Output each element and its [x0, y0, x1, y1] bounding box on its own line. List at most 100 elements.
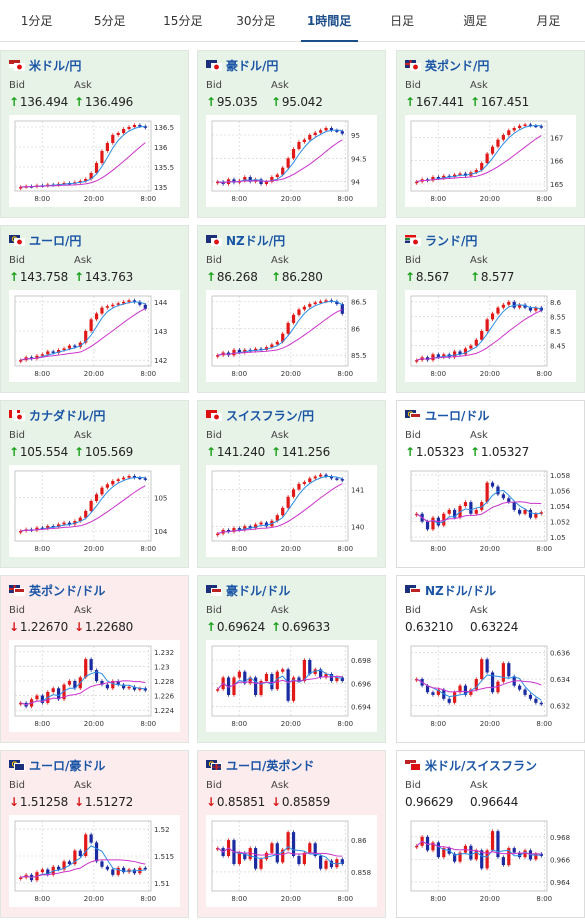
bid-price: ↓0.85851 — [206, 795, 265, 809]
candle-body — [94, 163, 99, 173]
tab-1[interactable]: 5分足 — [93, 14, 126, 28]
tab-5[interactable]: 日足 — [390, 14, 415, 28]
mini-candlestick-chart[interactable]: 95 94.5 94 8:00 20:00 8:00 — [206, 115, 377, 207]
candle-body — [501, 663, 505, 682]
candle-body — [138, 688, 142, 690]
currency-pair-name[interactable]: スイスフラン/円 — [226, 408, 315, 423]
bid-price: ↑167.441 — [405, 95, 464, 109]
candle-body — [259, 681, 263, 695]
card-header: NZドル/ドル — [405, 582, 496, 598]
ask-value: 95.042 — [281, 95, 323, 109]
currency-pair-name[interactable]: 米ドル/スイスフラン — [425, 758, 538, 773]
candle-body — [89, 659, 93, 671]
candle-body — [100, 487, 104, 495]
candle-body — [100, 307, 104, 314]
candle-body — [259, 522, 263, 525]
swiss-flag-icon — [410, 762, 421, 771]
tab-6[interactable]: 週足 — [463, 14, 488, 28]
bid-label: Bid — [206, 80, 222, 91]
mini-candlestick-chart[interactable]: 0.636 0.634 0.632 8:00 20:00 8:00 — [405, 640, 576, 732]
rate-card[interactable]: 豪ドル/円 Bid Ask ↑95.035 ↑95.042 95 94.5 94 8:00 20:… — [197, 50, 386, 218]
candle-body — [62, 348, 66, 350]
rate-card[interactable]: ユーロ/英ポンド Bid Ask ↓0.85851 ↓0.85859 0.86 0.858 8… — [197, 750, 386, 918]
candle-body — [308, 843, 312, 853]
rate-card[interactable]: 英ポンド/円 Bid Ask ↑167.441 ↑167.451 167 166 165 8:0… — [396, 50, 585, 218]
rate-card[interactable]: ユーロ/ドル Bid Ask ↑1.05323 ↑1.05327 1.058 1.056 1.… — [396, 400, 585, 568]
currency-pair-name[interactable]: 米ドル/円 — [29, 58, 82, 73]
currency-pair-name[interactable]: カナダドル/円 — [29, 408, 106, 423]
mini-candlestick-chart[interactable]: 86.5 86 85.5 8:00 20:00 8:00 — [206, 290, 377, 382]
mini-candlestick-chart[interactable]: 105 104 8:00 20:00 8:00 — [9, 465, 180, 557]
candle-body — [122, 867, 126, 873]
mini-candlestick-chart[interactable]: 141 140 8:00 20:00 8:00 — [206, 465, 377, 557]
currency-pair-name[interactable]: 豪ドル/円 — [226, 58, 279, 73]
tab-3[interactable]: 30分足 — [236, 14, 276, 28]
mini-candlestick-chart[interactable]: 8.6 8.55 8.5 8.45 8:00 20:00 8:00 — [405, 290, 576, 382]
candle-body — [463, 173, 468, 176]
mini-candlestick-chart[interactable]: 167 166 165 8:00 20:00 8:00 — [405, 115, 576, 207]
candle-body — [116, 133, 120, 135]
currency-pair-name[interactable]: NZドル/円 — [226, 233, 286, 248]
y-tick-label: 8.5 — [550, 328, 561, 336]
mini-candlestick-chart[interactable]: 0.698 0.696 0.694 8:00 20:00 8:00 — [206, 640, 377, 732]
rate-card[interactable]: ユーロ/円 Bid Ask ↑143.758 ↑143.763 144 143 142 8:00… — [0, 225, 189, 393]
rate-card[interactable]: 英ポンド/ドル Bid Ask ↓1.22670 ↓1.22680 1.232 1.23 1.… — [0, 575, 189, 743]
rate-card[interactable]: ランド/円 Bid Ask ↑8.567 ↑8.577 8.6 8.55 8.5 8.45 8:0… — [396, 225, 585, 393]
y-tick-label: 104 — [154, 528, 168, 536]
candle-body — [94, 313, 99, 320]
candle-body — [19, 360, 23, 362]
rate-card[interactable]: NZドル/ドル Bid Ask 0.63210 0.63224 0.636 0.634 0.6… — [396, 575, 585, 743]
candle-body — [453, 351, 457, 358]
rate-card[interactable]: NZドル/円 Bid Ask ↑86.268 ↑86.280 86.5 86 85.5 8:00… — [197, 225, 386, 393]
arrow-up-icon: ↑ — [74, 445, 84, 459]
candle-body — [490, 672, 495, 693]
mini-candlestick-chart[interactable]: 1.232 1.23 1.228 1.226 1.224 8:00 20:00 8:00 — [9, 640, 180, 732]
candle-body — [335, 301, 339, 305]
rate-card[interactable]: 豪ドル/ドル Bid Ask ↑0.69624 ↑0.69633 0.698 0.696 0.… — [197, 575, 386, 743]
candle-body — [243, 671, 247, 684]
rate-card[interactable]: ユーロ/豪ドル Bid Ask ↓1.51258 ↓1.51272 1.52 1.515 1.… — [0, 750, 189, 918]
candle-body — [512, 128, 516, 131]
candle-body — [415, 679, 419, 681]
candle-body — [226, 677, 231, 695]
y-tick-label: 144 — [154, 299, 168, 307]
currency-pair-name[interactable]: 豪ドル/ドル — [226, 583, 291, 598]
candle-body — [105, 143, 109, 151]
candle-body — [313, 302, 317, 305]
currency-pair-name[interactable]: 英ポンド/円 — [425, 58, 490, 73]
mini-candlestick-chart[interactable]: 0.968 0.966 0.964 8:00 20:00 8:00 — [405, 815, 576, 907]
mini-candlestick-chart[interactable]: 144 143 142 8:00 20:00 8:00 — [9, 290, 180, 382]
x-tick-label: 20:00 — [281, 895, 301, 903]
mini-candlestick-chart[interactable]: 1.52 1.515 1.51 8:00 20:00 8:00 — [9, 815, 180, 907]
mini-candlestick-chart[interactable]: 136.5 136 135.5 135 8:00 20:00 8:00 — [9, 115, 180, 207]
rate-card[interactable]: 米ドル/円 Bid Ask ↑136.494 ↑136.496 136.5 136 135.5… — [0, 50, 189, 218]
currency-pair-name[interactable]: ユーロ/豪ドル — [29, 758, 106, 773]
rate-card[interactable]: カナダドル/円 Bid Ask ↑105.554 ↑105.569 105 104 8:00 2… — [0, 400, 189, 568]
currency-pair-name[interactable]: ユーロ/英ポンド — [226, 758, 315, 773]
tab-4[interactable]: 1時間足 — [293, 0, 366, 42]
candle-body — [105, 866, 109, 870]
rate-card[interactable]: スイスフラン/円 Bid Ask ↑141.240 ↑141.256 141 140 8:00… — [197, 400, 386, 568]
chart-svg: 1.058 1.056 1.054 1.052 1.05 8:00 20:00 8:00 — [410, 470, 571, 553]
chart-svg: 136.5 136 135.5 135 8:00 20:00 8:00 — [14, 120, 174, 203]
currency-pair-name[interactable]: 英ポンド/ドル — [29, 583, 106, 598]
mini-candlestick-chart[interactable]: 1.058 1.056 1.054 1.052 1.05 8:00 20:00 8:00 — [405, 465, 576, 557]
mini-candlestick-chart[interactable]: 0.86 0.858 8:00 20:00 8:00 — [206, 815, 377, 907]
ask-label: Ask — [74, 605, 92, 616]
currency-pair-name[interactable]: ユーロ/ドル — [425, 408, 490, 423]
tab-2[interactable]: 15分足 — [163, 14, 203, 28]
tab-0[interactable]: 1分足 — [20, 14, 53, 28]
currency-pair-name[interactable]: ユーロ/円 — [29, 233, 82, 248]
y-tick-label: 136.5 — [154, 124, 174, 132]
currency-pair-name[interactable]: NZドル/ドル — [425, 583, 497, 598]
chart-svg: 1.52 1.515 1.51 8:00 20:00 8:00 — [14, 820, 174, 903]
arrow-up-icon: ↑ — [405, 270, 415, 284]
tab-7[interactable]: 月足 — [536, 14, 561, 28]
ask-value: 143.763 — [84, 270, 134, 284]
currency-pair-name[interactable]: ランド/円 — [425, 233, 478, 248]
candle-body — [501, 857, 505, 866]
bid-value: 8.567 — [415, 270, 450, 284]
candle-body — [458, 685, 462, 693]
candle-body — [518, 852, 522, 858]
rate-card[interactable]: 米ドル/スイスフラン Bid Ask 0.96629 0.96644 0.968 0.966… — [396, 750, 585, 918]
